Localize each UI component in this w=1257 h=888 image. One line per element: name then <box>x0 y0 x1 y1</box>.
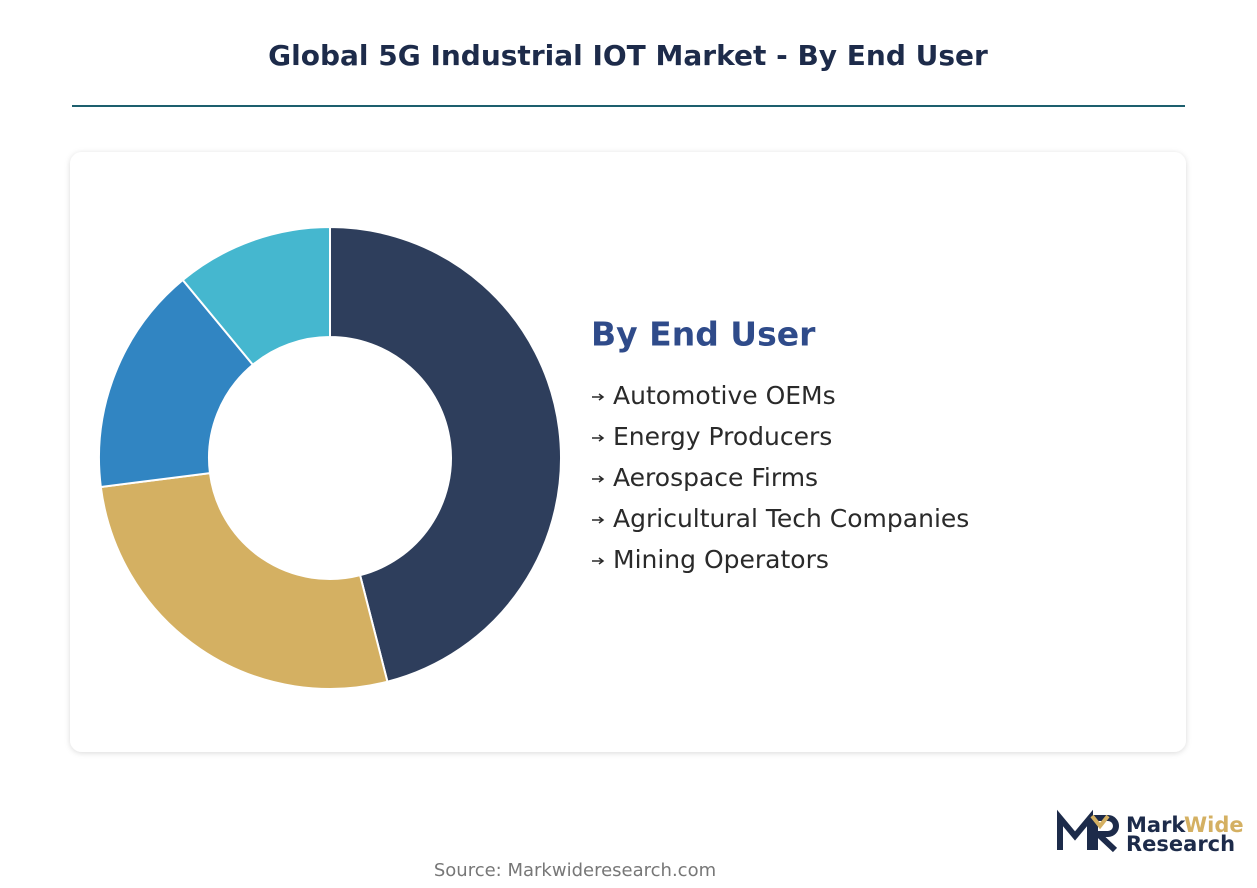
logo-icon <box>1057 809 1093 850</box>
legend-title: By End User <box>591 315 816 354</box>
logo-icon <box>1090 814 1110 830</box>
legend-arrow <box>592 393 605 401</box>
legend-item: Automotive OEMs <box>613 381 836 410</box>
logo: Mark Wide Research <box>1057 809 1244 856</box>
legend-arrow <box>592 516 605 524</box>
logo-research: Research <box>1126 832 1235 856</box>
source: Source: Markwideresearch.com <box>434 860 716 881</box>
legend-arrow <box>592 434 605 442</box>
donut-slice <box>329 225 562 683</box>
legend-item: Aerospace Firms <box>613 463 818 492</box>
legend-arrow <box>592 475 605 483</box>
legend-item: Energy Producers <box>613 422 832 451</box>
donut <box>98 225 562 690</box>
donut-slice <box>99 472 389 690</box>
donut-slice <box>98 278 255 489</box>
chart-title: Global 5G Industrial IOT Market - By End… <box>268 39 988 72</box>
legend-item: Mining Operators <box>613 545 829 574</box>
donut-slice <box>181 225 331 367</box>
logo-mark: Mark <box>1126 813 1186 837</box>
legend: Automotive OEMs Energy Producers Aerospace… <box>592 381 969 574</box>
legend-item: Agricultural Tech Companies <box>613 504 969 533</box>
legend-arrow <box>592 557 605 565</box>
logo-wide: Wide <box>1184 813 1244 837</box>
